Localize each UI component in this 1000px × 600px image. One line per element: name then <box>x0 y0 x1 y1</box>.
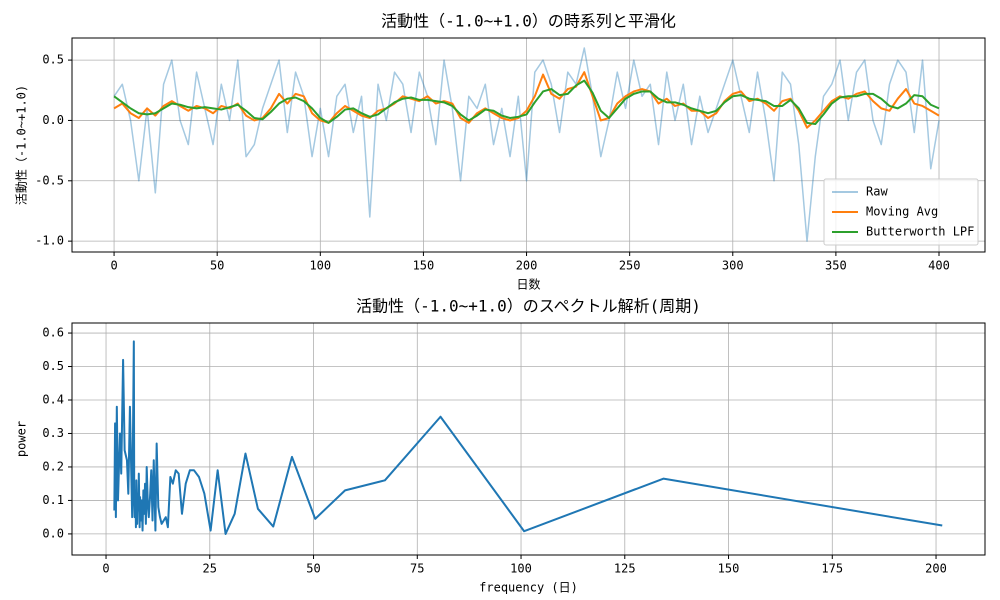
y-tick-label: 0.5 <box>42 53 64 67</box>
y-tick-label: -0.5 <box>35 173 64 187</box>
x-tick-label: 250 <box>619 259 641 273</box>
x-tick-label: 150 <box>413 259 435 273</box>
y-tick-label: 0.6 <box>42 326 64 340</box>
x-axis-label: 日数 <box>516 277 540 292</box>
plot-frame <box>71 37 986 253</box>
chart-title: 活動性（-1.0~+1.0）の時系列と平滑化 <box>381 12 676 31</box>
y-axis-label: power <box>15 421 29 457</box>
x-tick-label: 200 <box>925 562 947 576</box>
plot-frame <box>71 322 986 556</box>
y-tick-label: 0.5 <box>42 359 64 373</box>
x-tick-label: 50 <box>210 259 224 273</box>
x-tick-label: 175 <box>821 562 843 576</box>
x-tick-label: 100 <box>309 259 331 273</box>
x-tick-label: 0 <box>110 259 117 273</box>
y-tick-label: 0.0 <box>42 526 64 540</box>
legend-label: Raw <box>866 185 888 199</box>
y-tick-label: 0.0 <box>42 113 64 127</box>
series-line <box>113 79 940 126</box>
x-tick-label: 125 <box>614 562 636 576</box>
x-tick-label: 300 <box>722 259 744 273</box>
series-line <box>113 71 940 129</box>
y-tick-label: -1.0 <box>35 234 64 248</box>
x-tick-label: 75 <box>410 562 424 576</box>
y-axis-label: 活動性（-1.0~+1.0) <box>15 85 29 205</box>
x-tick-label: 400 <box>928 259 950 273</box>
x-tick-label: 350 <box>825 259 847 273</box>
y-tick-label: 0.2 <box>42 459 64 473</box>
legend-label: Butterworth LPF <box>866 225 974 239</box>
x-tick-label: 100 <box>510 562 532 576</box>
x-tick-label: 150 <box>718 562 740 576</box>
chart-title: 活動性（-1.0~+1.0）のスペクトル解析(周期) <box>356 297 701 316</box>
y-tick-label: 0.3 <box>42 426 64 440</box>
legend-box <box>823 178 979 246</box>
series-line <box>113 340 943 535</box>
x-tick-label: 0 <box>102 562 109 576</box>
x-tick-label: 200 <box>516 259 538 273</box>
legend-label: Moving Avg <box>866 205 938 219</box>
series-line <box>113 47 940 242</box>
x-tick-label: 50 <box>306 562 320 576</box>
x-tick-label: 25 <box>203 562 217 576</box>
y-tick-label: 0.4 <box>42 392 64 406</box>
x-axis-label: frequency (日) <box>479 581 578 595</box>
y-tick-label: 0.1 <box>42 493 64 507</box>
